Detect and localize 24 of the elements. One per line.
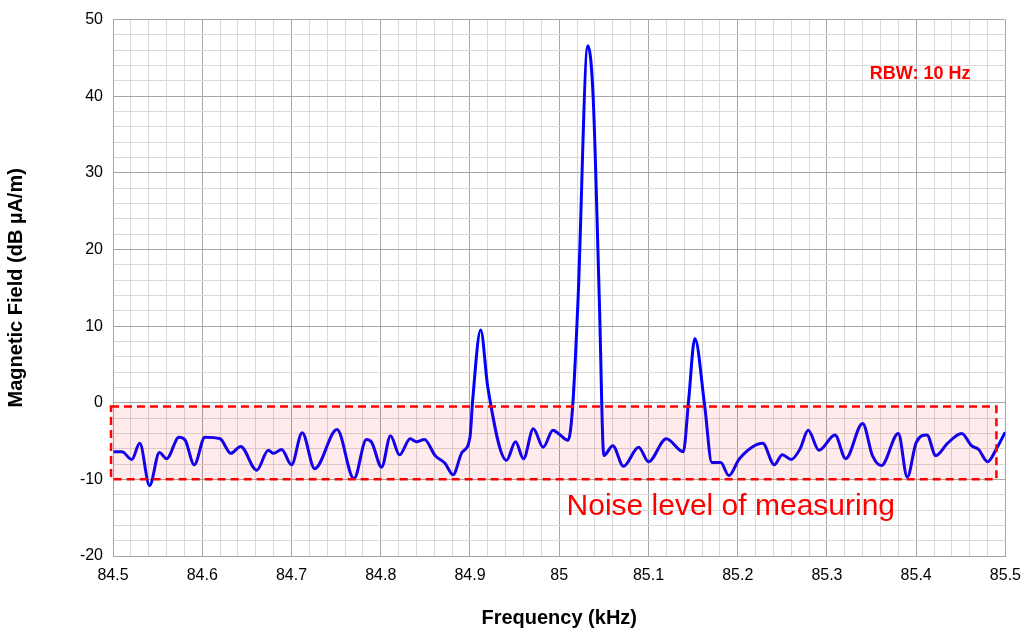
x-tick-label: 85.2: [722, 566, 754, 584]
band-label: Noise level of measuring: [566, 487, 896, 521]
annotation: RBW: 10 Hz: [869, 62, 971, 83]
x-tick-label: 84.7: [275, 566, 308, 584]
y-tick-label: 20: [85, 239, 104, 257]
y-tick-label: 40: [85, 86, 104, 104]
y-tick-label: -10: [79, 469, 104, 487]
x-tick-label: 85: [550, 566, 569, 584]
line-series: [113, 44, 1006, 487]
y-axis-title: Magnetic Field (dB µA/m): [3, 168, 26, 408]
y-tick-label: 10: [85, 316, 104, 334]
x-tick-label: 84.5: [97, 566, 129, 584]
x-tick-label: 84.8: [365, 566, 397, 584]
x-tick-label: 85.5: [989, 566, 1022, 584]
x-tick-label: 85.4: [900, 566, 932, 584]
y-tick-label: -20: [79, 546, 104, 564]
x-axis-title: Frequency (kHz): [481, 605, 638, 628]
y-tick-label: 30: [85, 163, 104, 181]
x-tick-label: 84.9: [454, 566, 486, 584]
y-tick-label: 50: [85, 10, 104, 28]
x-tick-label: 84.6: [186, 566, 218, 584]
x-tick-label: 85.1: [632, 566, 665, 584]
x-tick-label: 85.3: [811, 566, 843, 584]
y-tick-label: 0: [94, 393, 104, 411]
